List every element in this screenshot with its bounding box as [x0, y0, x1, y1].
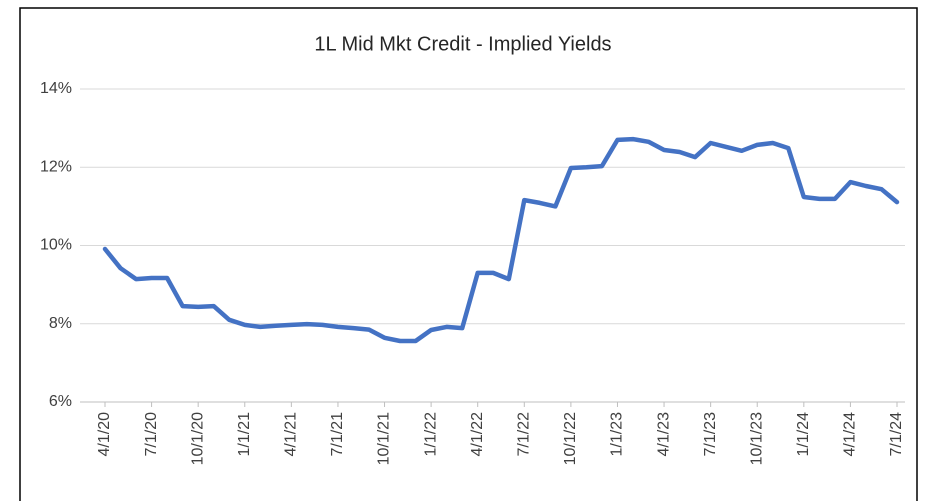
x-tick-label: 10/1/20	[189, 412, 206, 465]
x-tick-label: 4/1/23	[655, 412, 672, 457]
x-tick-label: 4/1/21	[283, 412, 300, 457]
y-tick-label: 12%	[40, 158, 72, 175]
x-tick-label: 4/1/20	[96, 412, 113, 457]
x-tick-label: 7/1/24	[888, 412, 905, 457]
y-tick-label: 8%	[49, 315, 72, 332]
y-tick-label: 10%	[40, 237, 72, 254]
chart-frame	[19, 7, 918, 501]
x-tick-label: 1/1/22	[422, 412, 439, 457]
x-tick-label: 1/1/23	[609, 412, 626, 457]
x-tick-label: 7/1/21	[329, 412, 346, 457]
chart-title: 1L Mid Mkt Credit - Implied Yields	[314, 33, 611, 55]
x-tick-label: 7/1/22	[516, 412, 533, 457]
x-tick-label: 7/1/20	[143, 412, 160, 457]
x-tick-label: 1/1/21	[236, 412, 253, 457]
x-tick-label: 10/1/22	[562, 412, 579, 465]
series-line	[102, 136, 900, 344]
y-tick-label: 14%	[40, 80, 72, 97]
x-tick-label: 7/1/23	[702, 412, 719, 457]
x-tick-label: 10/1/21	[376, 412, 393, 465]
x-tick-label: 1/1/24	[795, 412, 812, 457]
y-tick-label: 6%	[49, 393, 72, 410]
x-tick-label: 10/1/23	[748, 412, 765, 465]
x-tick-label: 4/1/22	[469, 412, 486, 457]
x-tick-label: 4/1/24	[842, 412, 859, 457]
